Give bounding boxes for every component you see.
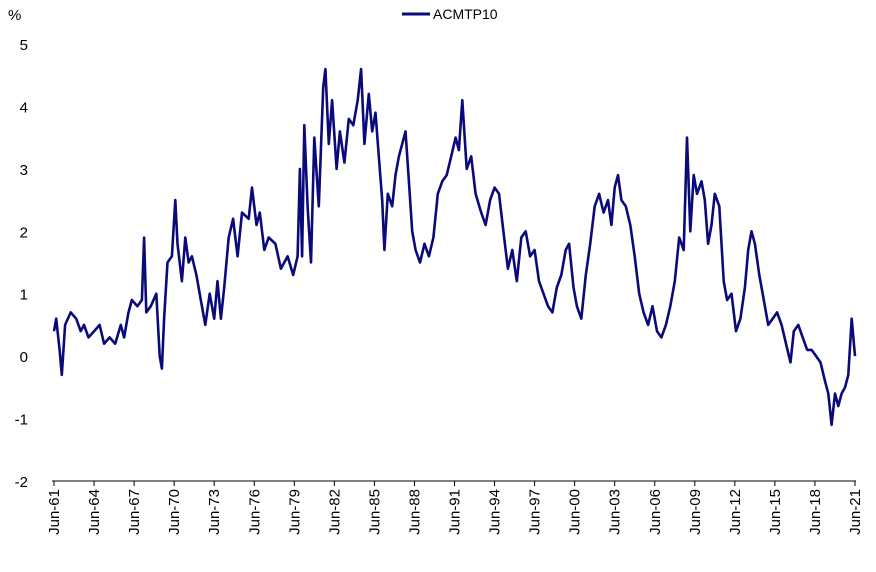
x-tick-label: Jun-15	[767, 489, 784, 535]
x-tick-label: Jun-18	[807, 489, 824, 535]
x-tick-label: Jun-00	[567, 489, 584, 535]
x-tick-label: Jun-03	[607, 489, 624, 535]
x-tick-label: Jun-73	[206, 489, 223, 535]
y-tick-label: 4	[20, 99, 28, 116]
y-tick-label: 5	[20, 37, 28, 54]
x-tick-label: Jun-76	[246, 489, 263, 535]
x-axis-ticks: Jun-61 Jun-64 Jun-67 Jun-70 Jun-73 Jun-76 Jun-…	[46, 481, 864, 535]
x-tick-label: Jun-88	[406, 489, 423, 535]
y-tick-label: 3	[20, 162, 28, 179]
y-unit-label: %	[8, 7, 21, 24]
x-tick-label: Jun-97	[527, 489, 544, 535]
x-tick-label: Jun-61	[46, 489, 63, 535]
x-tick-label: Jun-06	[647, 489, 664, 535]
x-tick-label: Jun-64	[86, 489, 103, 535]
x-tick-label: Jun-70	[166, 489, 183, 535]
x-tick-label: Jun-67	[126, 489, 143, 535]
x-tick-label: Jun-91	[447, 489, 464, 535]
x-tick-label: Jun-21	[847, 489, 864, 535]
series-line	[52, 67, 857, 427]
y-tick-label: 2	[20, 224, 28, 241]
series-group	[52, 67, 857, 427]
x-tick-label: Jun-82	[326, 489, 343, 535]
legend: ACMTP10	[402, 6, 498, 22]
x-tick-label: Jun-79	[286, 489, 303, 535]
x-tick-label: Jun-12	[727, 489, 744, 535]
y-tick-label: 0	[20, 349, 28, 366]
y-axis-ticks: 5 4 3 2 1 0 -1 -2	[15, 37, 28, 491]
x-tick-label: Jun-85	[366, 489, 383, 535]
y-tick-label: -1	[15, 412, 28, 429]
y-tick-label: 1	[20, 287, 28, 304]
x-tick-label: Jun-94	[487, 489, 504, 535]
legend-label: ACMTP10	[433, 6, 498, 22]
x-tick-label: Jun-09	[687, 489, 704, 535]
y-tick-label: -2	[15, 474, 28, 491]
